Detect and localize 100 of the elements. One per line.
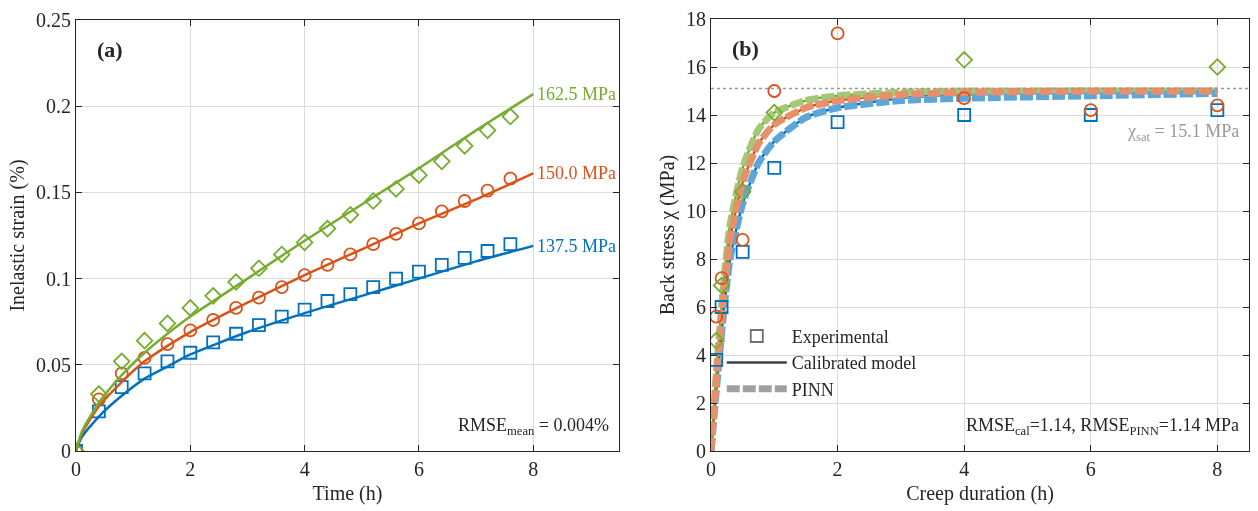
point — [297, 302, 312, 317]
point — [341, 206, 360, 224]
ref-line-label: χ$_{sat}$ = 15.1 MPa — [1127, 121, 1240, 144]
x-tick-label: 2 — [832, 458, 843, 480]
point — [227, 273, 245, 291]
point — [735, 244, 750, 259]
y-tick-label: 6 — [696, 296, 706, 318]
x-tick-label: 8 — [528, 458, 539, 480]
point — [91, 392, 106, 407]
series-label: 162.5 MPa — [537, 84, 617, 104]
point — [433, 152, 451, 171]
annotation: RMSE$_{mean}$ = 0.004% — [458, 415, 609, 438]
y-tick-label: 4 — [696, 344, 706, 366]
x-tick-label: 4 — [959, 458, 970, 480]
legend-label: PINN — [791, 379, 834, 400]
point — [137, 366, 152, 381]
point — [183, 345, 198, 360]
point — [478, 121, 497, 140]
point — [434, 204, 449, 219]
annotation: RMSE$_{cal}$=1.14, RMSE$_{PINN}$=1.14 MPa — [966, 415, 1239, 438]
point — [455, 137, 474, 155]
point — [480, 183, 495, 198]
point — [711, 352, 724, 367]
point — [735, 232, 750, 247]
line-series — [76, 92, 535, 451]
point — [343, 287, 358, 302]
point — [366, 280, 381, 295]
point — [412, 216, 426, 231]
point — [1210, 103, 1225, 118]
point — [767, 84, 782, 98]
point — [114, 366, 129, 381]
annotation: (a) — [97, 37, 123, 62]
point — [206, 335, 221, 350]
point — [252, 318, 266, 333]
point — [320, 257, 335, 272]
point — [503, 237, 518, 252]
y-tick-label: 16 — [686, 56, 706, 78]
point — [160, 354, 175, 369]
point — [158, 314, 177, 333]
point — [457, 194, 472, 208]
y-tick-label: 0.05 — [36, 353, 71, 376]
y-tick-label: 8 — [696, 248, 706, 270]
point — [318, 219, 337, 238]
point — [229, 301, 243, 315]
y-tick-label: 0.1 — [46, 267, 71, 290]
y-tick-label: 0 — [61, 440, 71, 462]
y-tick-label: 2 — [696, 392, 706, 414]
point — [295, 233, 314, 252]
point — [480, 244, 495, 258]
point — [711, 309, 724, 324]
point — [957, 91, 972, 106]
point — [412, 264, 426, 279]
point — [457, 251, 472, 265]
point — [229, 326, 243, 341]
point — [501, 107, 520, 126]
point — [91, 404, 106, 419]
y-tick-label: 0.25 — [36, 9, 71, 31]
x-tick-label: 4 — [299, 458, 310, 480]
point — [250, 259, 268, 277]
y-tick-label: 0.15 — [36, 181, 71, 204]
point — [206, 313, 221, 327]
point — [387, 180, 405, 198]
y-axis-title: Inelastic strain (%) — [5, 159, 29, 312]
point — [1083, 103, 1098, 118]
point — [364, 192, 382, 210]
y-tick-label: 0 — [696, 440, 706, 462]
point — [955, 51, 973, 69]
y-axis-title: Back stress χ (MPa) — [655, 154, 679, 316]
x-axis-title: Creep duration (h) — [906, 481, 1054, 505]
point — [389, 271, 403, 286]
point — [160, 337, 175, 351]
x-tick-label: 6 — [413, 458, 424, 480]
x-tick-label: 6 — [1085, 458, 1096, 480]
y-tick-label: 18 — [686, 8, 706, 30]
legend-label: Calibrated model — [791, 353, 917, 374]
point — [830, 26, 845, 41]
x-tick-label: 8 — [1212, 458, 1223, 480]
point — [183, 323, 198, 338]
point — [1208, 58, 1227, 76]
point — [204, 287, 222, 305]
point — [366, 237, 381, 252]
point — [113, 352, 131, 371]
point — [410, 166, 428, 184]
point — [343, 247, 358, 262]
series-label: 150.0 MPa — [537, 163, 617, 183]
point — [389, 226, 403, 241]
x-axis-title: Time (h) — [312, 481, 383, 505]
point — [1210, 98, 1225, 113]
x-tick-label: 2 — [185, 458, 196, 480]
y-tick-label: 10 — [686, 200, 706, 222]
point — [434, 257, 449, 272]
point — [90, 385, 108, 403]
point — [297, 268, 312, 283]
point — [320, 294, 335, 308]
point — [767, 160, 782, 175]
point — [273, 245, 291, 264]
point — [503, 171, 518, 186]
point — [114, 380, 129, 395]
point — [274, 309, 289, 324]
point — [733, 183, 752, 201]
